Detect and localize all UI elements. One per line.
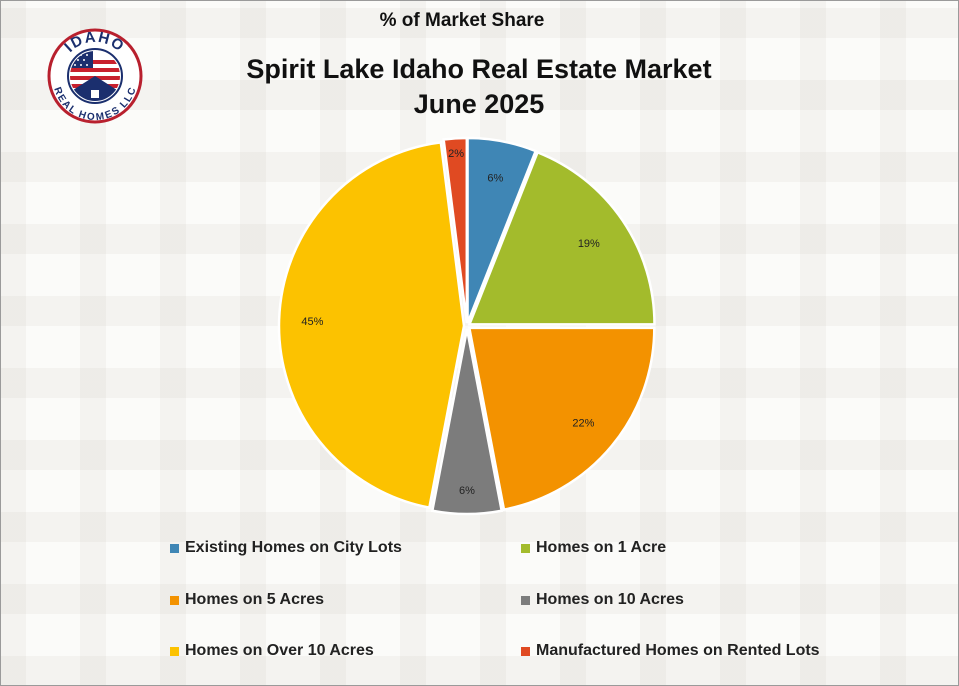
legend-swatch-icon — [521, 646, 530, 656]
legend-label: Manufactured Homes on Rented Lots — [536, 642, 820, 659]
legend-label: Existing Homes on City Lots — [185, 539, 402, 556]
pie-data-label: 19% — [578, 238, 600, 250]
legend-item: Homes on 1 Acre — [521, 539, 666, 557]
legend-item: Manufactured Homes on Rented Lots — [521, 642, 820, 660]
pie-slice-manufactured-homes-on-rented-lots — [442, 136, 469, 324]
legend-swatch-icon — [170, 646, 179, 656]
chart-title-line1: Spirit Lake Idaho Real Estate Market — [246, 54, 712, 84]
pie-data-label: 2% — [448, 148, 464, 160]
pie-slice-homes-on-1-acre — [467, 150, 656, 326]
pie-data-label: 6% — [487, 173, 503, 185]
legend-label: Homes on 5 Acres — [185, 591, 325, 608]
chart-title-line2: June 2025 — [413, 89, 545, 119]
chart-subtitle: % of Market Share — [379, 10, 545, 31]
legend-item: Homes on Over 10 Acres — [170, 642, 374, 660]
pie-slice-homes-on-10-acres — [430, 328, 504, 516]
legend-item: Homes on 10 Acres — [521, 591, 684, 609]
legend-swatch-icon — [521, 595, 530, 605]
legend-swatch-icon — [170, 543, 179, 553]
legend-swatch-icon — [521, 543, 530, 553]
pie-slice-homes-on-5-acres — [467, 326, 656, 512]
pie-data-label: 6% — [459, 485, 475, 497]
legend-item: Existing Homes on City Lots — [170, 539, 402, 557]
pie-data-label: 45% — [301, 316, 323, 328]
legend-item: Homes on 5 Acres — [170, 591, 324, 609]
company-logo-icon: IDAHO REAL HOMES LLC — [47, 28, 143, 124]
chart-title: Spirit Lake Idaho Real Estate Market Jun… — [0, 52, 958, 122]
legend-label: Homes on Over 10 Acres — [185, 642, 374, 659]
pie-data-label: 22% — [572, 417, 594, 429]
pie-chart: 6% 19% 22% 6% 45% 2% — [277, 136, 656, 516]
legend-label: Homes on 1 Acre — [536, 539, 667, 556]
pie-slice-homes-on-over-10-acres — [277, 140, 466, 510]
legend-swatch-icon — [170, 595, 179, 605]
legend-label: Homes on 10 Acres — [536, 591, 684, 608]
